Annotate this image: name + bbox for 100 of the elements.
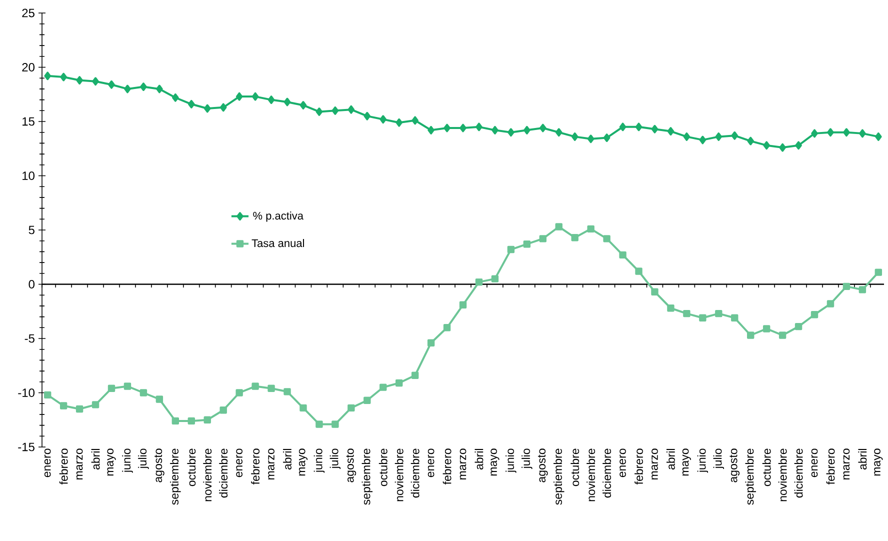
point [204, 416, 211, 424]
x-tick-label: abril [283, 448, 292, 470]
point [555, 128, 562, 137]
y-tick-label: 25 [22, 8, 34, 18]
point [810, 311, 818, 318]
point [635, 268, 642, 275]
point [76, 76, 83, 84]
point [651, 288, 658, 296]
x-tick-label: octubre [762, 448, 771, 486]
point [60, 402, 68, 410]
x-tick-label: octubre [570, 448, 580, 486]
x-tick-label: junio [506, 448, 516, 473]
x-tick-label: marzo [268, 448, 274, 480]
x-tick-label: diciembre [602, 448, 612, 498]
x-tick-label: marzo [76, 448, 83, 480]
point [523, 240, 531, 248]
x-tick-label: mayo [490, 448, 500, 476]
point [172, 417, 180, 425]
point [635, 122, 642, 132]
point [380, 115, 387, 124]
point [460, 124, 466, 132]
point [842, 282, 850, 290]
x-tick-label: mayo [298, 448, 308, 476]
point [715, 132, 722, 141]
point [332, 420, 339, 428]
x-tick-label: marzo [652, 448, 658, 480]
y-tick-label: 15 [22, 117, 34, 126]
x-tick-label: julio [138, 448, 149, 469]
x-tick-label: octubre [187, 448, 196, 486]
point [795, 141, 802, 150]
point [284, 388, 291, 396]
y-tick-label: 0 [28, 280, 35, 288]
point [92, 401, 100, 408]
point [268, 96, 275, 104]
point [603, 235, 610, 242]
point [268, 384, 275, 392]
y-tick-label: 10 [22, 172, 35, 180]
point [459, 301, 467, 308]
point [188, 417, 195, 425]
point [332, 106, 339, 115]
point [619, 122, 626, 132]
point [715, 310, 722, 318]
legend-label: Tasa anual [252, 239, 304, 248]
point [762, 325, 770, 332]
point [44, 391, 52, 399]
point [875, 132, 882, 141]
point [364, 112, 371, 120]
point [603, 134, 610, 142]
x-tick-label: diciembre [410, 448, 420, 498]
x-tick-label: enero [811, 448, 818, 478]
point [539, 124, 546, 132]
y-tick-label: 5 [28, 226, 34, 234]
x-tick-label: septiembre [745, 448, 756, 505]
x-tick-label: octubre [378, 448, 388, 486]
point [284, 98, 291, 106]
point [124, 382, 132, 390]
point [156, 396, 164, 403]
x-tick-label: julio [522, 448, 532, 469]
point [220, 103, 227, 112]
point [778, 332, 786, 339]
point [587, 225, 594, 233]
x-tick-label: enero [428, 448, 434, 478]
x-tick-label: agosto [154, 448, 164, 482]
point [763, 141, 770, 150]
point [188, 100, 195, 108]
y-tick-label: -10 [18, 388, 35, 397]
point [140, 82, 147, 91]
x-tick-label: febrero [251, 448, 260, 484]
x-tick-label: noviembre [203, 448, 212, 502]
point [220, 406, 227, 414]
point [475, 278, 483, 286]
point [651, 124, 658, 134]
x-tick-label: abril [858, 448, 867, 470]
x-tick-label: agosto [538, 448, 548, 482]
point [619, 251, 626, 259]
point [555, 223, 562, 230]
point [539, 235, 546, 242]
point [699, 314, 706, 322]
point [204, 104, 211, 113]
point [508, 128, 514, 137]
point [412, 116, 418, 125]
point [747, 332, 754, 339]
x-tick-label: noviembre [394, 448, 404, 502]
point [794, 322, 802, 330]
point [300, 404, 307, 412]
x-tick-label: febrero [442, 448, 452, 484]
point [316, 420, 323, 428]
x-tick-label: enero [620, 448, 626, 478]
point [252, 92, 259, 101]
x-tick-label: mayo [874, 448, 883, 476]
y-tick-label: 20 [22, 63, 35, 72]
x-tick-label: junio [314, 448, 325, 473]
point [396, 379, 403, 387]
x-tick-label: mayo [682, 448, 691, 476]
point [859, 129, 866, 138]
x-tick-label: agosto [730, 448, 740, 482]
point [316, 108, 323, 116]
point [300, 101, 307, 110]
point [667, 127, 674, 136]
x-tick-label: noviembre [778, 448, 787, 502]
